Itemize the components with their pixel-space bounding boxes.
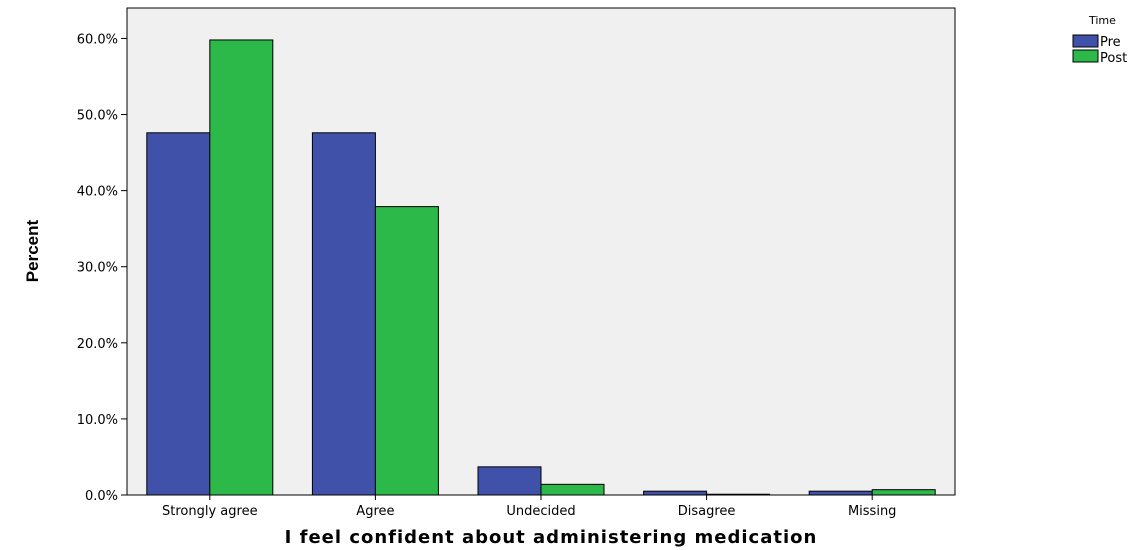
bar-pre-disagree (643, 490, 708, 496)
y-tick-label: 0.0% (85, 489, 118, 504)
y-tick-label: 20.0% (77, 337, 118, 352)
x-tick-label: Strongly agree (162, 504, 258, 519)
legend: Time Pre Post (1072, 14, 1127, 66)
bar-post-undecided (540, 483, 605, 496)
y-axis: 0.0% 10.0% 20.0% 30.0% 40.0% 50.0% 60.0% (77, 32, 127, 504)
x-tick-label: Disagree (678, 504, 736, 519)
y-tick-label: 60.0% (77, 32, 118, 47)
bars (146, 39, 936, 496)
y-tick-label: 10.0% (77, 413, 118, 428)
bar-post-strongly-agree (209, 39, 274, 496)
legend-swatch-post (1072, 49, 1099, 63)
bar-pre-missing (808, 490, 873, 496)
x-tick-label: Missing (848, 504, 896, 519)
bar-pre-strongly-agree (146, 132, 211, 496)
legend-swatch-pre (1072, 34, 1099, 48)
x-axis-title: I feel confident about administering med… (285, 527, 818, 548)
bar-pre-agree (311, 132, 376, 496)
legend-title: Time (1088, 14, 1116, 27)
y-tick-label: 50.0% (77, 109, 118, 124)
x-axis: Strongly agree Agree Undecided Disagree Miss… (162, 495, 896, 519)
bar-post-missing (871, 489, 936, 496)
y-axis-title: Percent (23, 219, 42, 282)
legend-label-pre: Pre (1100, 35, 1121, 50)
x-tick-label: Agree (356, 504, 394, 519)
y-tick-label: 30.0% (77, 261, 118, 276)
bar-pre-undecided (477, 466, 542, 496)
x-tick-label: Undecided (506, 504, 575, 519)
bar-post-disagree (706, 493, 771, 496)
legend-label-post: Post (1100, 51, 1127, 66)
bar-post-agree (374, 206, 439, 496)
y-tick-label: 40.0% (77, 185, 118, 200)
